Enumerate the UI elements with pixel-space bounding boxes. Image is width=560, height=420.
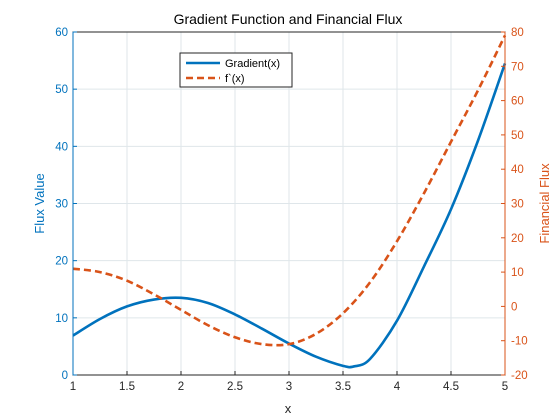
y-left-tick-label: 10 (55, 313, 68, 325)
legend: Gradient(x) f`(x) (179, 52, 293, 88)
y-left-tick-label: 30 (55, 199, 68, 211)
y-left-tick-label: 20 (55, 256, 68, 268)
x-tick-label: 2 (178, 381, 184, 393)
x-tick-label: 5 (502, 381, 508, 393)
legend-label: f`(x) (225, 73, 245, 85)
x-tick-label: 3 (286, 381, 292, 393)
y-right-tick-label: 30 (511, 199, 524, 211)
y-right-tick-label: 70 (511, 61, 524, 73)
x-tick-label: 1.5 (119, 381, 135, 393)
y-right-tick-label: 60 (511, 96, 524, 108)
grid (72, 31, 506, 376)
y-right-tick-label: 0 (511, 301, 517, 313)
x-tick-label: 4 (394, 381, 401, 393)
y-axis-left-label: Flux Value (32, 173, 47, 233)
y-axis-left: 0 10 20 30 40 50 60 (55, 27, 77, 382)
series-line-gradient (72, 63, 507, 369)
y-left-tick-label: 60 (55, 27, 68, 39)
y-right-tick-label: 80 (511, 27, 524, 39)
x-tick-label: 4.5 (443, 381, 459, 393)
y-right-tick-label: 10 (511, 267, 524, 279)
x-axis-label: x (285, 401, 292, 416)
y-left-tick-label: 40 (55, 141, 68, 153)
x-tick-label: 2.5 (227, 381, 243, 393)
y-right-tick-label: 50 (511, 130, 524, 142)
y-right-tick-label: -10 (511, 336, 528, 348)
x-axis: 1 1.5 2 2.5 3 3.5 4 4.5 5 (70, 371, 508, 393)
y-right-tick-label: -20 (511, 370, 528, 382)
y-axis-right-label: Financial Flux (537, 163, 552, 244)
legend-box (179, 52, 293, 88)
x-tick-label: 1 (70, 381, 76, 393)
y-right-tick-label: 20 (511, 233, 524, 245)
y-left-tick-label: 0 (62, 370, 68, 382)
series-layer (72, 34, 507, 369)
chart-title: Gradient Function and Financial Flux (174, 11, 403, 27)
y-right-tick-label: 40 (511, 164, 524, 176)
series-line-f-prime (72, 34, 507, 347)
legend-label: Gradient(x) (225, 58, 280, 70)
y-axis-right: -20 -10 0 10 20 30 40 50 60 70 80 (501, 27, 528, 382)
y-left-tick-label: 50 (55, 84, 68, 96)
x-tick-label: 3.5 (335, 381, 351, 393)
